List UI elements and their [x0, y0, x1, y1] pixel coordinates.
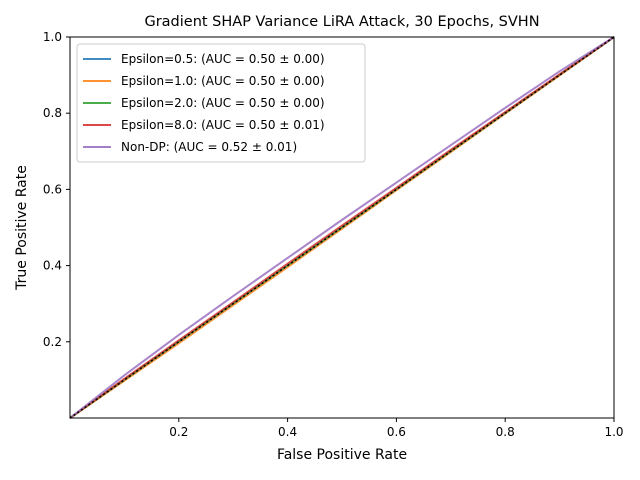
x-tick-label: 0.8: [496, 425, 515, 439]
legend-label-3: Epsilon=2.0: (AUC = 0.50 ± 0.00): [121, 96, 325, 110]
series-line-5: [69, 36, 615, 419]
plot-lines: [69, 36, 615, 419]
chart-title: Gradient SHAP Variance LiRA Attack, 30 E…: [144, 14, 539, 30]
x-axis-ticks: 0.2 0.4 0.6 0.8 1.0: [169, 418, 624, 439]
legend-box: [76, 43, 366, 163]
plot-frame: [69, 36, 615, 419]
x-tick-label: 0.6: [387, 425, 406, 439]
series-line-4: [69, 36, 615, 419]
legend-label-4: Epsilon=8.0: (AUC = 0.50 ± 0.01): [121, 118, 325, 132]
legend-label-5: Non-DP: (AUC = 0.52 ± 0.01): [121, 140, 297, 154]
y-tick-label: 0.8: [43, 106, 62, 120]
legend-label-2: Epsilon=1.0: (AUC = 0.50 ± 0.00): [121, 74, 325, 88]
y-tick-label: 1.0: [43, 30, 62, 44]
legend: Epsilon=0.5: (AUC = 0.50 ± 0.00) Epsilon=…: [76, 43, 366, 163]
x-axis-title: False Positive Rate: [277, 447, 407, 463]
x-tick-label: 0.4: [278, 425, 297, 439]
legend-label-1: Epsilon=0.5: (AUC = 0.50 ± 0.00): [121, 52, 325, 66]
y-tick-label: 0.6: [43, 182, 62, 196]
y-tick-label: 0.2: [43, 335, 62, 349]
y-axis-ticks: 0.2 0.4 0.6 0.8 1.0: [43, 30, 70, 349]
y-axis-title: True Positive Rate: [14, 165, 30, 291]
x-tick-label: 0.2: [169, 425, 188, 439]
y-tick-label: 0.4: [43, 259, 62, 273]
x-tick-label: 1.0: [604, 425, 623, 439]
